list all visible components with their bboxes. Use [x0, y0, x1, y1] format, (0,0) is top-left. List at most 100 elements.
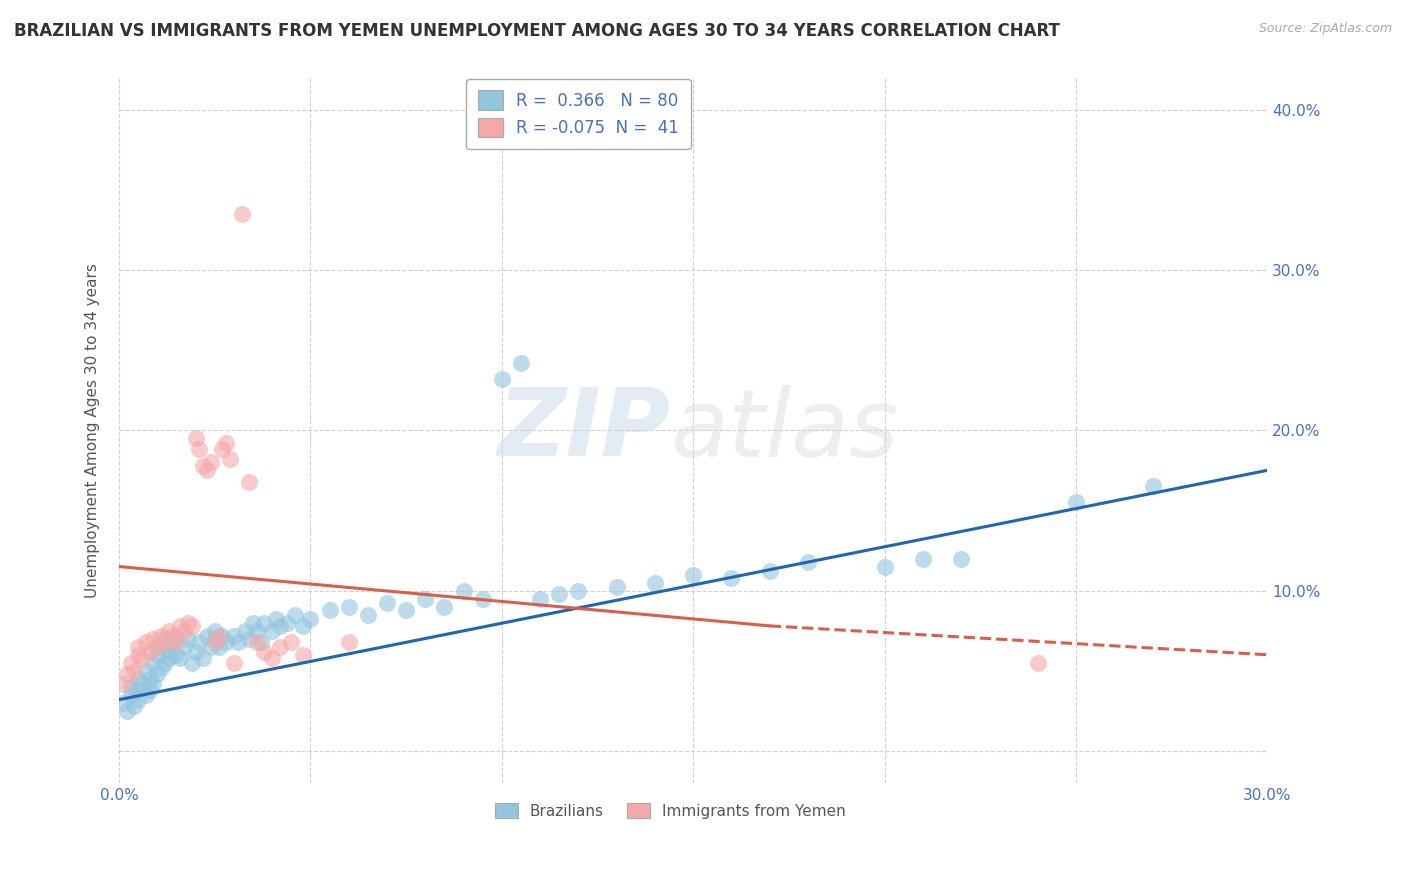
Point	[115, 667, 138, 681]
Point	[173, 640, 195, 654]
Point	[548, 587, 571, 601]
Point	[120, 688, 142, 702]
Point	[153, 635, 176, 649]
Point	[264, 612, 287, 626]
Point	[142, 676, 165, 690]
Point	[797, 555, 820, 569]
Point	[471, 591, 494, 606]
Point	[146, 667, 169, 681]
Point	[150, 660, 173, 674]
Point	[682, 567, 704, 582]
Point	[276, 615, 298, 630]
Point	[253, 615, 276, 630]
Point	[131, 651, 153, 665]
Point	[491, 372, 513, 386]
Point	[1142, 479, 1164, 493]
Point	[242, 615, 264, 630]
Point	[262, 624, 284, 638]
Point	[115, 704, 138, 718]
Point	[950, 551, 973, 566]
Point	[280, 635, 302, 649]
Point	[127, 683, 149, 698]
Point	[195, 628, 218, 642]
Point	[153, 632, 176, 646]
Point	[211, 628, 233, 642]
Point	[169, 651, 191, 665]
Point	[127, 692, 149, 706]
Point	[169, 619, 191, 633]
Point	[238, 632, 260, 646]
Point	[357, 607, 380, 622]
Point	[124, 699, 146, 714]
Point	[510, 356, 533, 370]
Point	[142, 632, 165, 646]
Text: Source: ZipAtlas.com: Source: ZipAtlas.com	[1258, 22, 1392, 36]
Point	[231, 207, 253, 221]
Text: ZIP: ZIP	[498, 384, 671, 476]
Point	[127, 640, 149, 654]
Point	[318, 603, 340, 617]
Point	[222, 628, 245, 642]
Point	[246, 635, 269, 649]
Point	[120, 656, 142, 670]
Point	[299, 612, 322, 626]
Point	[269, 619, 291, 633]
Point	[253, 644, 276, 658]
Point	[188, 635, 211, 649]
Point	[177, 632, 200, 646]
Text: BRAZILIAN VS IMMIGRANTS FROM YEMEN UNEMPLOYMENT AMONG AGES 30 TO 34 YEARS CORREL: BRAZILIAN VS IMMIGRANTS FROM YEMEN UNEMP…	[14, 22, 1060, 40]
Point	[177, 615, 200, 630]
Point	[911, 551, 934, 566]
Point	[166, 628, 188, 642]
Point	[153, 656, 176, 670]
Point	[529, 591, 551, 606]
Point	[246, 624, 269, 638]
Point	[193, 458, 215, 473]
Point	[127, 648, 149, 662]
Point	[184, 644, 207, 658]
Text: atlas: atlas	[671, 384, 898, 475]
Point	[135, 688, 157, 702]
Point	[284, 607, 307, 622]
Point	[606, 581, 628, 595]
Point	[720, 571, 742, 585]
Point	[222, 656, 245, 670]
Point	[120, 680, 142, 694]
Point	[111, 676, 134, 690]
Point	[180, 619, 202, 633]
Point	[291, 648, 314, 662]
Point	[200, 455, 222, 469]
Point	[195, 463, 218, 477]
Point	[131, 676, 153, 690]
Point	[173, 624, 195, 638]
Point	[453, 583, 475, 598]
Point	[157, 644, 180, 658]
Point	[146, 648, 169, 662]
Point	[215, 635, 238, 649]
Point	[135, 664, 157, 678]
Point	[291, 619, 314, 633]
Point	[188, 442, 211, 457]
Point	[207, 628, 229, 642]
Point	[162, 635, 184, 649]
Point	[193, 651, 215, 665]
Point	[138, 672, 160, 686]
Point	[211, 442, 233, 457]
Point	[567, 583, 589, 598]
Point	[249, 635, 271, 649]
Point	[204, 632, 226, 646]
Point	[142, 656, 165, 670]
Point	[873, 559, 896, 574]
Point	[269, 640, 291, 654]
Point	[1064, 495, 1087, 509]
Point	[337, 599, 360, 614]
Point	[238, 475, 260, 489]
Point	[138, 644, 160, 658]
Point	[226, 635, 249, 649]
Point	[162, 628, 184, 642]
Point	[207, 640, 229, 654]
Point	[184, 431, 207, 445]
Point	[135, 635, 157, 649]
Point	[150, 640, 173, 654]
Point	[433, 599, 456, 614]
